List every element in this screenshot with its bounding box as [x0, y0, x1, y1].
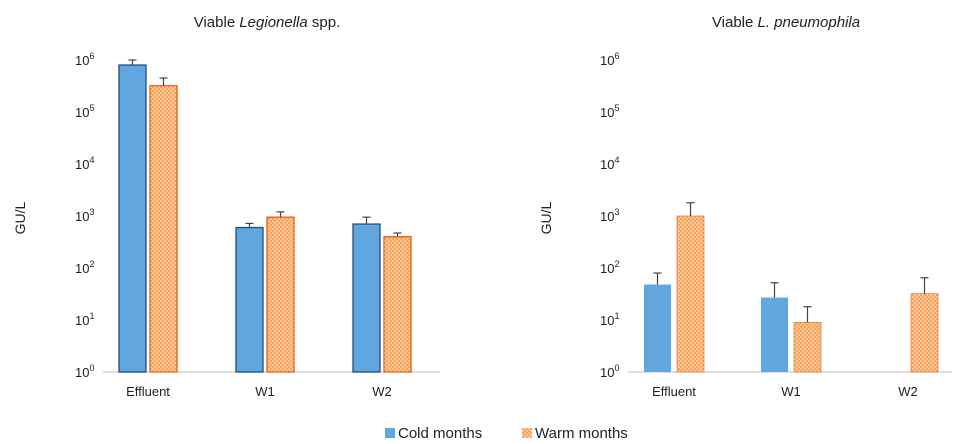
ytick-label: 106	[75, 51, 94, 68]
chart-left-title: Viable Legionella spp.	[194, 14, 341, 31]
bar-warm	[910, 293, 939, 373]
category-label: W1	[781, 384, 801, 399]
bar-cold	[644, 284, 671, 372]
bar-warm	[149, 85, 178, 373]
ytick-label: 105	[600, 103, 619, 120]
category-label: W1	[255, 384, 275, 399]
bar-cold	[352, 223, 381, 373]
bar-warm	[266, 216, 295, 373]
ytick-label: 104	[75, 155, 94, 172]
chart-right-ytick-labels: 100 101 102 103 104 105 106	[600, 51, 619, 380]
bar-warm	[793, 322, 822, 373]
ytick-label: 102	[75, 259, 94, 276]
ytick-label: 101	[75, 311, 94, 328]
chart-left-ytick-labels: 100 101 102 103 104 105 106	[75, 51, 94, 380]
ytick-label: 102	[600, 259, 619, 276]
chart-right: Viable L. pneumophila GU/L 1001011021031…	[538, 14, 952, 399]
bar-cold	[235, 226, 264, 373]
ytick-label: 105	[75, 103, 94, 120]
legend-label-cold: Cold months	[398, 425, 482, 442]
ytick-label: 104	[600, 155, 619, 172]
chart-left: Viable Legionella spp. GU/L 100 101 102 103…	[12, 14, 440, 399]
ytick-label: 101	[600, 311, 619, 328]
ytick-label: 103	[75, 207, 94, 224]
legend-label-warm: Warm months	[535, 425, 628, 442]
ytick-label: 106	[600, 51, 619, 68]
legend: Cold months Warm months	[385, 425, 628, 442]
bar-cold	[118, 64, 147, 373]
legend-swatch-warm	[522, 428, 532, 438]
bar-warm	[383, 236, 412, 373]
chart-left-bars	[118, 59, 412, 373]
ytick-label: 100	[600, 363, 619, 380]
bar-warm	[676, 215, 705, 373]
legend-swatch-cold	[385, 428, 395, 438]
chart-right-category-labels: Effluent W1 W2	[652, 384, 918, 399]
chart-right-ylabel: GU/L	[538, 201, 554, 234]
chart-left-category-labels: Effluent W1 W2	[126, 384, 392, 399]
ytick-label: 103	[600, 207, 619, 224]
chart-right-bars	[644, 202, 939, 373]
category-label: W2	[372, 384, 392, 399]
chart-left-ylabel: GU/L	[12, 201, 28, 234]
ytick-label: 100	[75, 363, 94, 380]
bar-cold	[761, 297, 788, 372]
category-label: Effluent	[652, 384, 696, 399]
category-label: W2	[898, 384, 918, 399]
chart-right-title: Viable L. pneumophila	[712, 14, 860, 31]
category-label: Effluent	[126, 384, 170, 399]
